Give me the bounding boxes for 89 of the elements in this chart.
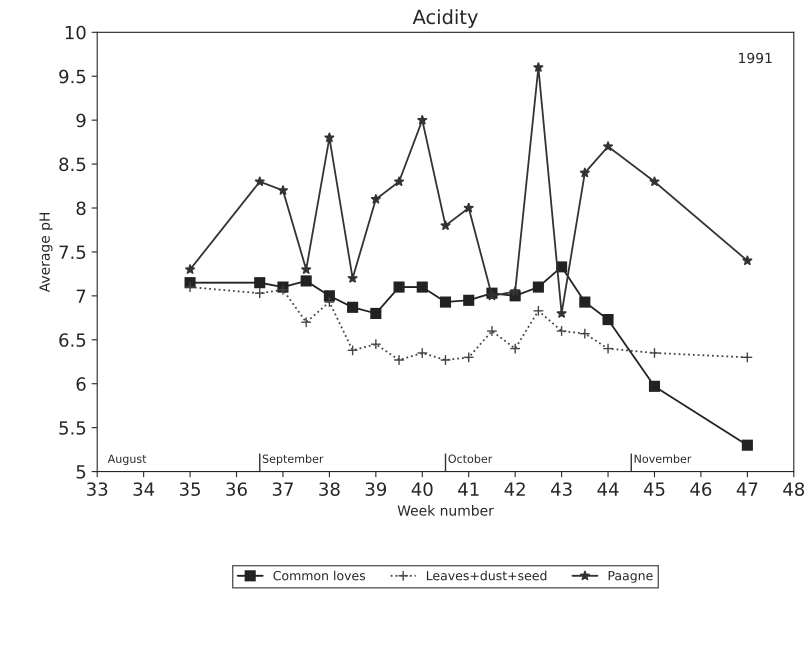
y-tick-label: 5	[76, 465, 86, 479]
y-tick-label: 10	[66, 26, 86, 40]
x-tick-label: 46	[690, 482, 712, 496]
point	[579, 296, 590, 308]
legend-label: Leaves+dust+seed	[426, 570, 546, 580]
ref-line-label: October	[448, 454, 492, 463]
point	[300, 316, 312, 328]
x-tick-label: 39	[366, 482, 386, 496]
point	[486, 290, 498, 300]
point	[416, 347, 428, 359]
point	[510, 286, 520, 296]
point	[300, 275, 312, 286]
annotation: 1991	[739, 52, 772, 64]
point	[347, 344, 358, 356]
point	[394, 282, 405, 293]
point	[602, 343, 614, 354]
x-tick-label: 43	[550, 482, 572, 496]
ref-line-label: September	[262, 454, 324, 466]
point	[254, 288, 266, 299]
point	[184, 264, 196, 274]
point	[486, 325, 498, 337]
point	[416, 114, 428, 125]
point	[347, 272, 358, 283]
x-tick-label: 33	[87, 482, 108, 496]
point	[602, 314, 614, 326]
point	[324, 132, 335, 142]
y-tick-label: 7.5	[60, 246, 86, 260]
x-tick-label: 34	[134, 482, 154, 496]
point	[347, 302, 358, 313]
y-axis-title: Average pH	[40, 212, 53, 292]
x-tick-label: 38	[319, 482, 340, 496]
y-tick-label: 9	[76, 114, 86, 128]
point	[742, 255, 753, 266]
point	[742, 352, 753, 363]
y-tick-label: 8.5	[59, 158, 86, 172]
ref-line-label: November	[634, 454, 692, 463]
x-tick-label: 48	[783, 482, 804, 496]
point	[648, 380, 660, 392]
point	[254, 176, 266, 186]
point	[440, 354, 452, 366]
point	[278, 184, 288, 196]
point	[416, 282, 428, 293]
point	[580, 167, 590, 178]
point	[184, 282, 196, 293]
chart-title: Acidity	[412, 9, 478, 28]
y-tick-label: 8	[76, 201, 86, 216]
point	[510, 343, 521, 354]
point	[370, 194, 382, 204]
point	[602, 140, 614, 152]
point	[463, 294, 474, 306]
x-tick-label: 37	[272, 482, 293, 496]
x-axis-title: Week number	[398, 505, 494, 516]
point	[254, 277, 266, 288]
y-tick-label: 9.5	[59, 70, 86, 84]
annotation: August	[108, 454, 146, 466]
point	[440, 296, 452, 308]
legend-label: Common loves	[273, 570, 366, 580]
point	[579, 328, 590, 340]
point	[648, 347, 660, 359]
x-tick-label: 47	[736, 482, 758, 496]
point	[463, 352, 474, 363]
y-tick-label: 6	[76, 377, 86, 391]
point	[324, 290, 335, 302]
x-tick-label: 35	[180, 482, 200, 496]
point	[324, 296, 335, 308]
point	[742, 440, 753, 451]
point	[370, 338, 382, 350]
point	[300, 264, 312, 274]
point	[649, 176, 660, 186]
point	[277, 284, 289, 296]
x-tick-label: 40	[412, 482, 433, 496]
y-tick-label: 5.5	[59, 421, 86, 435]
point	[394, 176, 404, 186]
point	[556, 325, 568, 337]
point	[463, 202, 474, 213]
point	[370, 308, 382, 319]
point	[533, 62, 544, 72]
x-tick-label: 36	[226, 482, 247, 496]
x-tick-label: 45	[644, 482, 664, 496]
point	[440, 220, 451, 230]
y-tick-label: 7	[76, 290, 86, 303]
point	[532, 305, 544, 316]
point	[532, 282, 544, 293]
x-tick-label: 42	[504, 482, 525, 496]
x-tick-label: 41	[458, 482, 479, 496]
x-tick-label: 44	[597, 482, 619, 496]
y-tick-label: 6.5	[59, 333, 86, 347]
legend-label: Paagne	[608, 571, 653, 583]
point	[394, 354, 405, 366]
